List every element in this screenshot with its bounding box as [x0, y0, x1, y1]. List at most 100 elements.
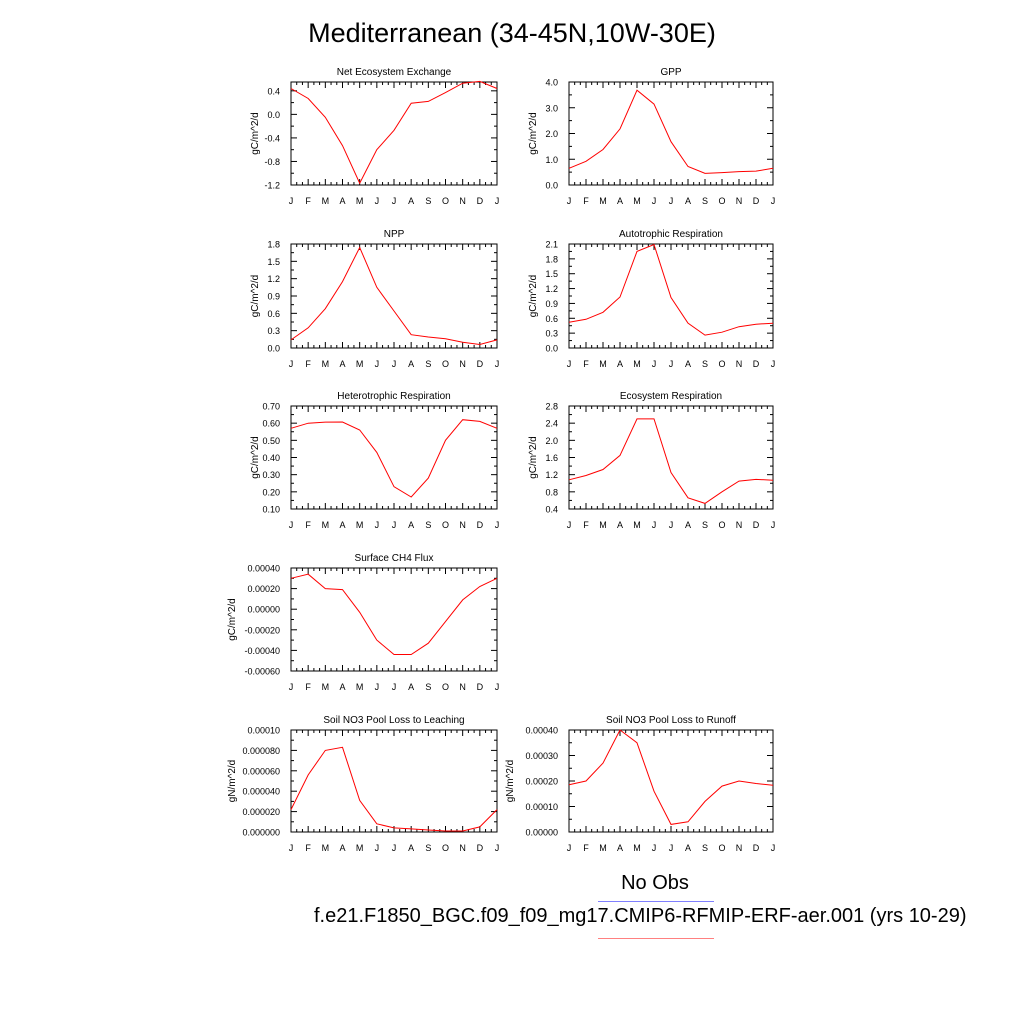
x-tick-label: S: [425, 682, 431, 692]
x-tick-label: F: [583, 520, 589, 530]
x-tick-label: M: [633, 359, 641, 369]
y-tick-label: 0.20: [262, 487, 280, 497]
legend-model-line: [598, 938, 714, 939]
x-tick-label: J: [567, 359, 572, 369]
y-tick-label: 0.00020: [525, 777, 558, 787]
y-tick-label: 0.4: [267, 86, 280, 96]
y-tick-label: 0.00040: [525, 726, 558, 736]
x-tick-label: O: [442, 359, 449, 369]
x-tick-label: S: [702, 843, 708, 853]
x-tick-label: J: [669, 843, 674, 853]
x-tick-label: S: [425, 520, 431, 530]
x-tick-label: J: [289, 843, 294, 853]
x-tick-label: D: [477, 359, 484, 369]
x-tick-label: J: [652, 520, 657, 530]
y-tick-label: 0.10: [262, 505, 280, 515]
series-line: [290, 80, 498, 185]
y-axis-label: gC/m^2/d: [250, 436, 261, 479]
x-tick-label: J: [375, 359, 380, 369]
y-tick-label: 0.60: [262, 419, 280, 429]
y-tick-label: 0.3: [267, 326, 280, 336]
x-tick-label: J: [375, 196, 380, 206]
x-tick-label: M: [599, 359, 607, 369]
x-tick-label: J: [375, 843, 380, 853]
x-tick-label: J: [289, 196, 294, 206]
x-tick-label: F: [583, 196, 589, 206]
x-tick-label: N: [736, 843, 743, 853]
series-line: [568, 418, 774, 504]
y-tick-label: 0.6: [267, 309, 280, 319]
x-tick-label: A: [617, 196, 623, 206]
x-tick-label: J: [375, 682, 380, 692]
x-tick-label: O: [718, 843, 725, 853]
y-tick-label: 0.000000: [242, 828, 280, 838]
chart-title: Soil NO3 Pool Loss to Leaching: [323, 715, 464, 726]
x-tick-label: J: [289, 682, 294, 692]
x-tick-label: D: [477, 520, 484, 530]
x-tick-label: J: [771, 359, 776, 369]
x-tick-label: M: [322, 843, 330, 853]
x-tick-label: J: [652, 196, 657, 206]
series-line: [290, 419, 498, 498]
y-tick-label: -0.8: [264, 157, 280, 167]
chart-title: Heterotrophic Respiration: [337, 391, 450, 402]
y-tick-label: 0.00030: [525, 751, 558, 761]
x-tick-label: O: [718, 520, 725, 530]
y-axis-label: gC/m^2/d: [528, 275, 539, 318]
y-axis-label: gN/m^2/d: [505, 760, 516, 803]
y-tick-label: 4.0: [545, 78, 558, 88]
x-tick-label: M: [356, 520, 364, 530]
x-tick-label: D: [477, 843, 484, 853]
y-tick-label: 1.5: [267, 257, 280, 267]
y-tick-label: 2.8: [545, 402, 558, 412]
x-tick-label: A: [339, 682, 345, 692]
x-tick-label: J: [669, 359, 674, 369]
y-tick-label: 1.0: [545, 155, 558, 165]
chart-title: Ecosystem Respiration: [620, 391, 722, 402]
x-tick-label: O: [442, 682, 449, 692]
x-tick-label: S: [702, 520, 708, 530]
plot-frame: [290, 729, 498, 833]
y-tick-label: -0.4: [264, 133, 280, 143]
x-tick-label: A: [617, 843, 623, 853]
x-tick-label: M: [356, 843, 364, 853]
x-tick-label: O: [442, 843, 449, 853]
series-line: [290, 746, 498, 832]
x-tick-label: J: [392, 196, 397, 206]
y-tick-label: 0.00000: [525, 828, 558, 838]
y-tick-label: 0.4: [545, 505, 558, 515]
chart-title: Net Ecosystem Exchange: [337, 67, 452, 78]
y-tick-label: 2.1: [545, 240, 558, 250]
x-tick-label: J: [289, 359, 294, 369]
x-tick-label: S: [702, 359, 708, 369]
y-axis-label: gC/m^2/d: [250, 275, 261, 318]
y-tick-label: -1.2: [264, 181, 280, 191]
chart-title: Soil NO3 Pool Loss to Runoff: [606, 715, 736, 726]
x-tick-label: A: [685, 359, 691, 369]
x-tick-label: S: [425, 196, 431, 206]
y-tick-label: 0.0: [545, 344, 558, 354]
x-tick-label: M: [599, 520, 607, 530]
x-tick-label: J: [771, 843, 776, 853]
x-tick-label: J: [495, 682, 500, 692]
series-line: [290, 573, 498, 655]
y-tick-label: 1.8: [545, 254, 558, 264]
x-tick-label: D: [753, 520, 760, 530]
x-tick-label: F: [305, 843, 311, 853]
y-tick-label: 2.4: [545, 419, 558, 429]
x-tick-label: J: [495, 196, 500, 206]
chart-title: Autotrophic Respiration: [619, 229, 723, 240]
plot-frame: [290, 243, 498, 349]
x-tick-label: D: [477, 682, 484, 692]
x-tick-label: S: [425, 359, 431, 369]
plot-frame: [290, 81, 498, 186]
y-tick-label: 2.0: [545, 129, 558, 139]
y-tick-label: 0.3: [545, 329, 558, 339]
x-tick-label: N: [736, 520, 743, 530]
x-tick-label: M: [356, 359, 364, 369]
